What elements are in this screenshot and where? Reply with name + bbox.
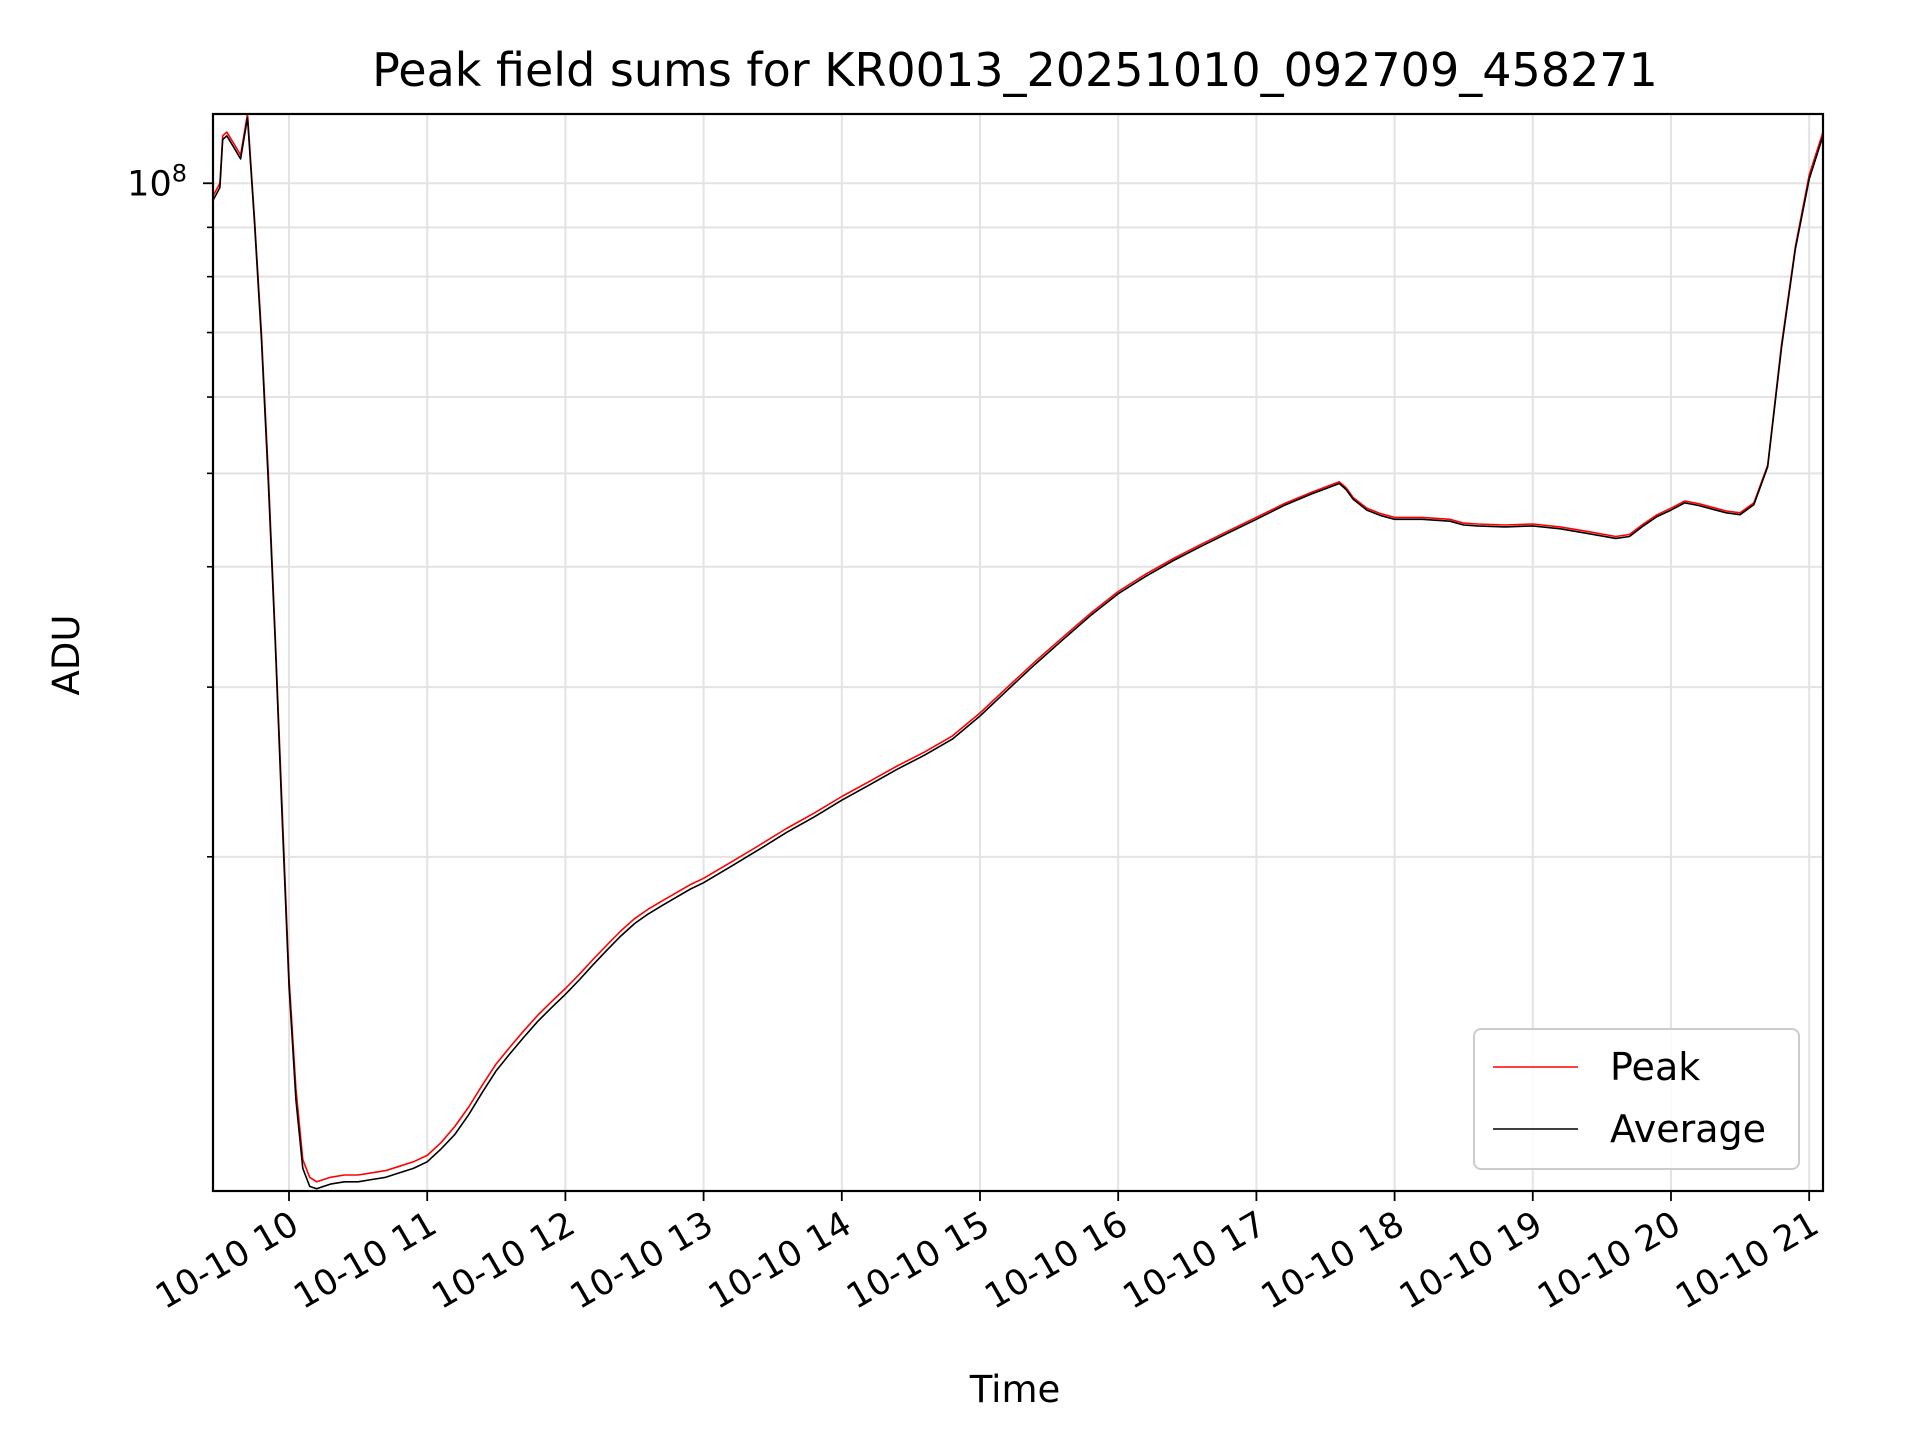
legend-label-average: Average — [1610, 1107, 1766, 1151]
series-layer — [213, 114, 1823, 1190]
legend-label-peak: Peak — [1610, 1045, 1700, 1089]
y-axis: 108 — [127, 159, 213, 858]
x-axis-label: Time — [969, 1368, 1061, 1411]
plot-frame — [211, 112, 1825, 1193]
legend: Peak Average — [1473, 1028, 1800, 1170]
legend-box — [1473, 1028, 1800, 1170]
chart-title: Peak field sums for KR0013_20251010_0927… — [372, 43, 1658, 97]
grid-lines — [213, 114, 1823, 1191]
y-axis-label: ADU — [45, 615, 88, 696]
y-tick-label: 108 — [127, 159, 187, 204]
series-line-average — [213, 116, 1823, 1190]
series-line-peak — [213, 114, 1823, 1183]
